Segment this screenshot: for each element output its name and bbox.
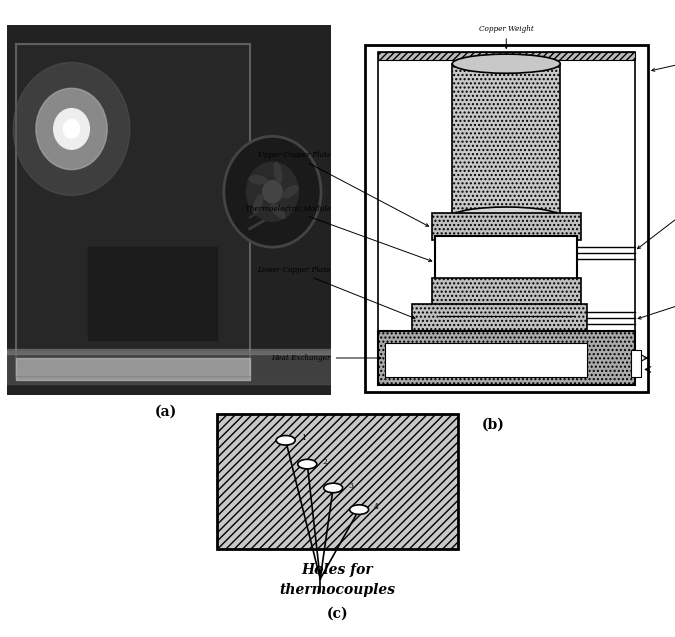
Bar bbox=[452, 64, 560, 217]
Text: Thermoelectric Module: Thermoelectric Module bbox=[245, 205, 432, 262]
Bar bbox=[378, 331, 634, 385]
Text: Holes for: Holes for bbox=[302, 563, 373, 577]
Bar bbox=[16, 358, 250, 380]
Circle shape bbox=[350, 505, 369, 514]
Text: To Power Supply: To Power Supply bbox=[638, 190, 675, 248]
Text: Insulating Container: Insulating Container bbox=[652, 52, 675, 71]
Text: 3: 3 bbox=[348, 482, 353, 490]
Text: thermocouples: thermocouples bbox=[279, 583, 396, 597]
Text: Lower Copper Plate: Lower Copper Plate bbox=[257, 266, 415, 318]
Bar bbox=[631, 350, 641, 377]
Bar bbox=[385, 343, 587, 377]
Ellipse shape bbox=[452, 54, 560, 73]
Bar bbox=[432, 278, 580, 308]
Bar bbox=[88, 247, 217, 340]
Circle shape bbox=[298, 459, 317, 469]
Circle shape bbox=[14, 62, 130, 196]
Text: (a): (a) bbox=[155, 404, 176, 419]
Bar bbox=[432, 213, 580, 240]
Ellipse shape bbox=[253, 194, 263, 213]
Ellipse shape bbox=[282, 185, 298, 198]
Bar bbox=[378, 52, 634, 60]
Ellipse shape bbox=[271, 204, 285, 218]
Ellipse shape bbox=[452, 207, 560, 226]
Text: 4: 4 bbox=[374, 503, 379, 512]
Text: (b): (b) bbox=[481, 417, 504, 431]
Circle shape bbox=[276, 436, 295, 445]
Ellipse shape bbox=[274, 162, 282, 182]
Text: Copper Weight: Copper Weight bbox=[479, 25, 534, 48]
Circle shape bbox=[224, 136, 321, 247]
Circle shape bbox=[36, 89, 107, 169]
Bar bbox=[16, 44, 250, 376]
Text: Upper Copper Plate: Upper Copper Plate bbox=[257, 152, 429, 226]
Circle shape bbox=[54, 108, 89, 149]
Bar bbox=[7, 350, 331, 384]
Bar bbox=[364, 45, 648, 392]
Text: 2: 2 bbox=[323, 458, 327, 466]
Text: Heat Exchanger: Heat Exchanger bbox=[271, 354, 381, 362]
Ellipse shape bbox=[249, 176, 267, 184]
Bar bbox=[435, 236, 577, 282]
Bar bbox=[7, 349, 331, 354]
Circle shape bbox=[246, 162, 298, 221]
Bar bbox=[378, 52, 634, 385]
Text: (c): (c) bbox=[327, 607, 348, 621]
Circle shape bbox=[263, 181, 282, 203]
Circle shape bbox=[324, 483, 343, 492]
Bar bbox=[217, 414, 458, 548]
Circle shape bbox=[63, 120, 80, 138]
Text: Thermocouple Wires: Thermocouple Wires bbox=[638, 289, 675, 319]
Text: 1: 1 bbox=[301, 434, 306, 442]
Bar bbox=[412, 304, 587, 335]
